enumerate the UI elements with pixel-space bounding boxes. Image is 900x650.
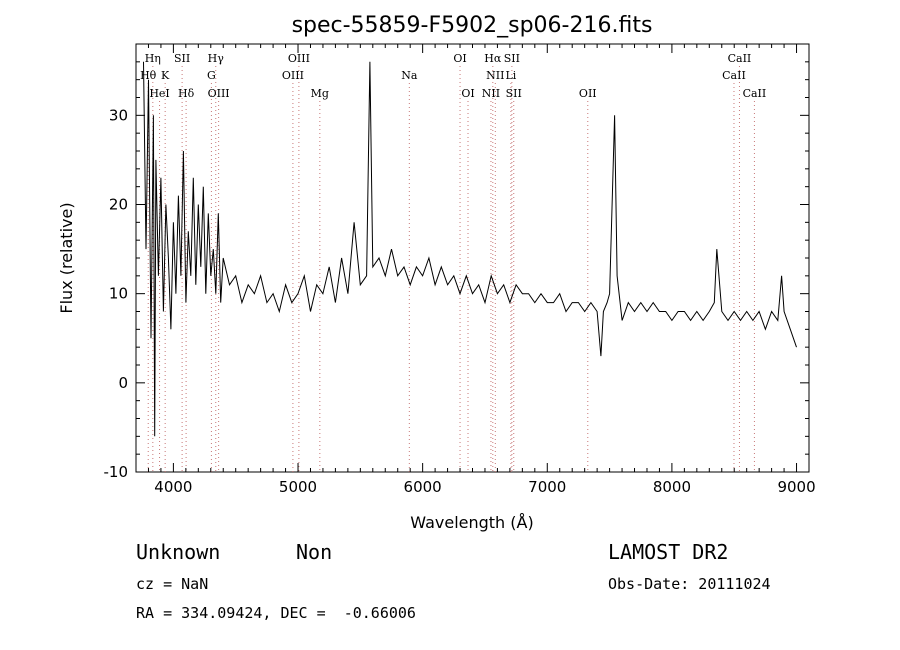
- line-marker-label: OII: [579, 87, 597, 100]
- line-marker-label: Hη: [145, 52, 161, 65]
- y-tick-label: 10: [109, 285, 128, 303]
- x-axis-label: Wavelength (Å): [410, 513, 533, 532]
- x-tick-label: 6000: [404, 478, 442, 496]
- x-tick-label: 8000: [653, 478, 691, 496]
- line-marker-label: Hθ: [140, 69, 157, 82]
- y-axis-label: Flux (relative): [57, 202, 76, 313]
- spectrum-line: [143, 61, 797, 437]
- line-marker-label: HeI: [149, 87, 169, 100]
- axis-ticks: 4000 5000 6000 7000 8000 9000 -10 0 10 20 30: [104, 43, 816, 496]
- observation-date: Obs-Date: 20111024: [608, 575, 771, 593]
- line-marker-label: G: [207, 69, 216, 82]
- line-marker-label: Na: [401, 69, 418, 82]
- line-marker-label: CaII: [728, 52, 752, 65]
- line-marker-label: Mg: [311, 87, 329, 100]
- y-tick-label: 30: [109, 106, 128, 124]
- line-marker-label: SII: [174, 52, 190, 65]
- redshift-cz: cz = NaN: [136, 575, 209, 593]
- line-marker-label: CaII: [722, 69, 746, 82]
- line-marker-label: CaII: [743, 87, 767, 100]
- y-tick-label: 0: [118, 374, 128, 392]
- line-marker-label: NII: [482, 87, 500, 100]
- y-tick-label: 20: [109, 196, 128, 214]
- line-marker-label: K: [161, 69, 170, 82]
- line-marker-label: Hδ: [178, 87, 195, 100]
- x-tick-label: 7000: [528, 478, 566, 496]
- chart-title: spec-55859-F5902_sp06-216.fits: [292, 13, 653, 38]
- line-marker-label: OIII: [208, 87, 230, 100]
- line-marker-label: NII: [486, 69, 504, 82]
- line-marker-label: Hα: [484, 52, 502, 65]
- line-marker-label: Li: [505, 69, 516, 82]
- object-class: Unknown: [136, 540, 221, 564]
- x-tick-label: 5000: [279, 478, 317, 496]
- line-marker-label: Hγ: [208, 52, 225, 65]
- line-marker-label: OIII: [288, 52, 310, 65]
- line-marker-label: SII: [504, 52, 520, 65]
- line-marker-label: OIII: [282, 69, 304, 82]
- coordinates: RA = 334.09424, DEC = -0.66006: [136, 604, 416, 622]
- plot-frame: [135, 43, 810, 473]
- line-marker-label: OI: [453, 52, 466, 65]
- x-tick-label: 4000: [154, 478, 192, 496]
- line-marker-label: SII: [506, 87, 522, 100]
- survey-name: LAMOST DR2: [608, 540, 729, 564]
- line-marker-label: OI: [461, 87, 474, 100]
- object-subclass: Non: [296, 540, 333, 564]
- x-tick-label: 9000: [777, 478, 815, 496]
- y-tick-label: -10: [104, 463, 129, 481]
